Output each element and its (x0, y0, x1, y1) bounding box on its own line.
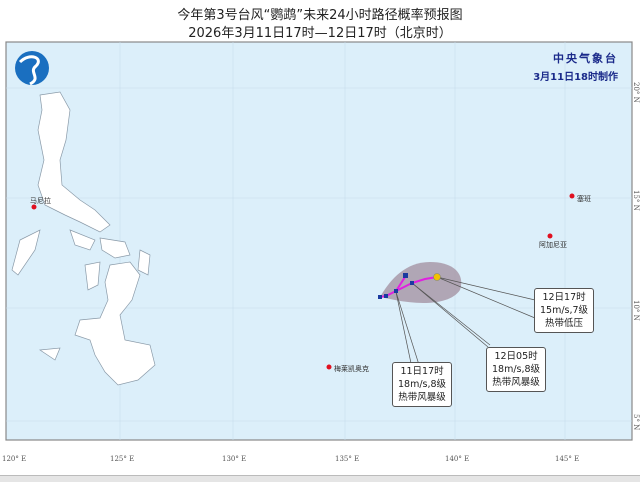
latitude-label: 20° N (632, 82, 640, 103)
callout-leaders (395, 276, 536, 369)
callout-level: 热带风暴级 (398, 392, 446, 403)
city-marker-melekeok (326, 364, 332, 370)
track-points (378, 273, 414, 299)
issue-time: 3月11日18时制作 (533, 72, 618, 83)
callout-wind: 18m/s,8级 (398, 379, 447, 390)
callout-level: 热带低压 (545, 318, 584, 329)
bottom-bar (0, 475, 640, 482)
place-label: 梅莱凯奥克 (334, 365, 369, 373)
callout-wind: 18m/s,8级 (492, 364, 541, 375)
city-marker-hagatna (547, 233, 553, 239)
place-label: 阿加尼亚 (539, 241, 567, 249)
track-point (384, 294, 388, 298)
latitude-label: 5° N (632, 414, 640, 431)
track-point (378, 295, 382, 299)
callout-time: 12日17时 (542, 292, 586, 303)
track-point (403, 273, 408, 278)
longitude-label: 130° E (222, 455, 247, 463)
philippines-land (11, 91, 156, 386)
forecast-callout: 12日17时 15m/s,7级 热带低压 (534, 288, 595, 333)
cma-logo-icon (15, 51, 49, 86)
forecast-track (395, 276, 438, 292)
probability-cone (380, 262, 462, 303)
longitude-label: 120° E (2, 455, 27, 463)
latitude-label: 15° N (632, 190, 640, 211)
latitude-label: 10° N (632, 300, 640, 321)
city-markers (31, 193, 575, 370)
map-title: 今年第3号台风“鹦鹉”未来24小时路径概率预报图 (177, 8, 463, 23)
place-label: 马尼拉 (30, 197, 51, 205)
place-label: 塞班 (577, 195, 591, 203)
track-point (394, 289, 398, 293)
longitude-label: 125° E (110, 455, 135, 463)
past-track (379, 276, 406, 298)
track-point (410, 281, 414, 285)
forecast-callout: 12日05时 18m/s,8级 热带风暴级 (486, 347, 547, 392)
longitude-label: 145° E (555, 455, 580, 463)
agency-block: 中央气象台 3月11日18时制作 (533, 50, 618, 83)
city-marker-manila (31, 204, 37, 210)
forecast-callout: 11日17时 18m/s,8级 热带风暴级 (392, 362, 453, 407)
map-subtitle: 2026年3月11日17时—12日17时（北京时） (188, 26, 452, 41)
callout-time: 12日05时 (494, 351, 538, 362)
callout-time: 11日17时 (400, 366, 444, 377)
longitude-label: 140° E (445, 455, 470, 463)
typhoon-symbol-icon (433, 273, 441, 281)
callout-wind: 15m/s,7级 (540, 305, 589, 316)
city-marker-saipan (569, 193, 575, 199)
callout-level: 热带风暴级 (492, 377, 540, 388)
agency-name: 中央气象台 (553, 52, 618, 65)
longitude-label: 135° E (335, 455, 360, 463)
